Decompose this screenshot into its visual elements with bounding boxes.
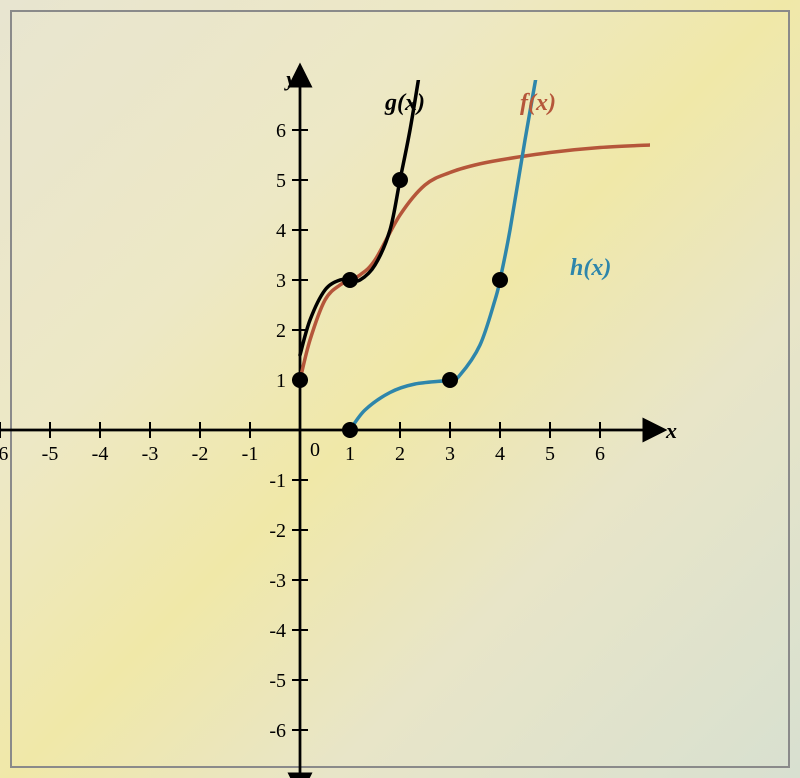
svg-text:6: 6: [595, 443, 605, 465]
svg-text:2: 2: [276, 320, 286, 342]
svg-text:-5: -5: [42, 443, 59, 465]
marker-point: [392, 172, 408, 188]
svg-text:-1: -1: [242, 443, 259, 465]
svg-text:2: 2: [395, 443, 405, 465]
marker-point: [492, 272, 508, 288]
svg-text:-6: -6: [269, 720, 286, 742]
svg-text:3: 3: [445, 443, 455, 465]
svg-text:-2: -2: [192, 443, 209, 465]
svg-text:1: 1: [345, 443, 355, 465]
marker-point: [342, 272, 358, 288]
svg-text:6: 6: [276, 120, 286, 142]
svg-text:5: 5: [545, 443, 555, 465]
label-h: h(x): [570, 255, 611, 281]
svg-text:x: x: [665, 418, 677, 443]
label-f: f(x): [520, 90, 556, 116]
curve-h: [350, 55, 540, 430]
svg-text:-2: -2: [269, 520, 286, 542]
marker-point: [292, 372, 308, 388]
svg-text:-4: -4: [92, 443, 109, 465]
marker-point: [342, 422, 358, 438]
svg-text:4: 4: [276, 220, 286, 242]
svg-text:5: 5: [276, 170, 286, 192]
svg-text:-4: -4: [269, 620, 286, 642]
svg-text:0: 0: [310, 439, 320, 461]
svg-text:-6: -6: [0, 443, 8, 465]
svg-text:-1: -1: [269, 470, 286, 492]
svg-text:4: 4: [495, 443, 505, 465]
svg-text:1: 1: [276, 370, 286, 392]
function-chart: -6 -5 -4 -3 -2 -1 1 2 3 4 5 6 -6 -5 -4 -3 -2 -1 1 2 3 4 5 6 0 x y g…: [0, 0, 800, 778]
svg-text:-5: -5: [269, 670, 286, 692]
svg-text:y: y: [283, 66, 296, 91]
svg-text:-3: -3: [142, 443, 159, 465]
svg-text:-3: -3: [269, 570, 286, 592]
label-g: g(x): [384, 90, 425, 116]
marker-point: [442, 372, 458, 388]
svg-text:3: 3: [276, 270, 286, 292]
